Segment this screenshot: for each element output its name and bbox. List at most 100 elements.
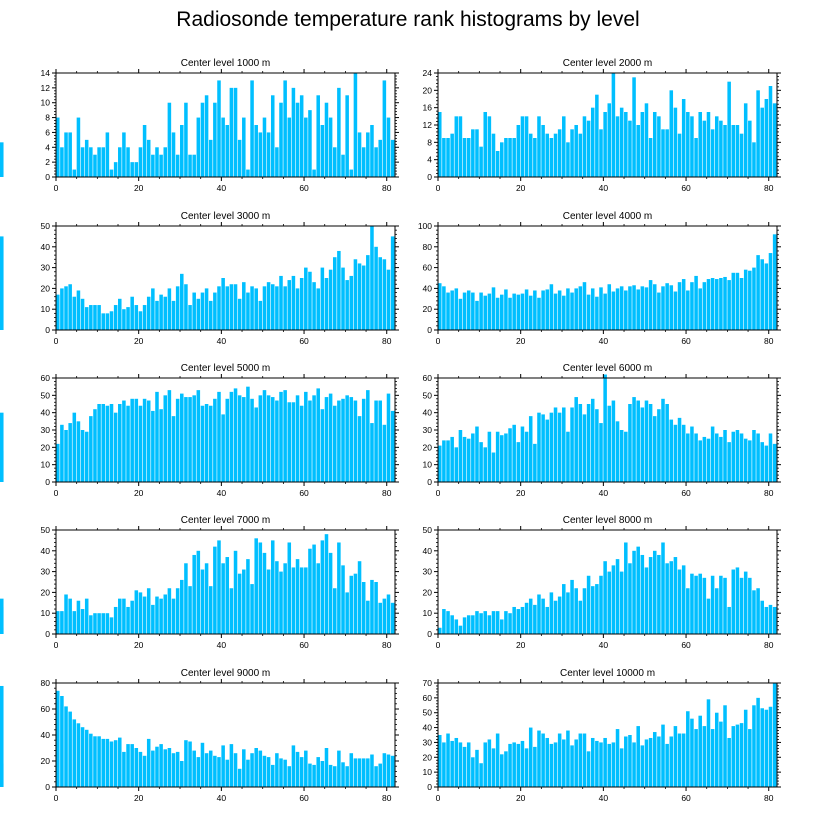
histogram-bar: [566, 730, 570, 787]
histogram-bar: [748, 729, 752, 787]
histogram-bar: [324, 397, 329, 482]
histogram-bar: [84, 431, 89, 482]
histogram-bar: [574, 739, 578, 787]
histogram-bar: [275, 400, 279, 482]
histogram-bar: [632, 77, 636, 177]
histogram-bar: [438, 445, 442, 482]
histogram-bar: [308, 110, 312, 177]
histogram-bar: [636, 125, 640, 177]
histogram-bar: [590, 107, 595, 177]
histogram-bar: [184, 102, 188, 177]
histogram-bar: [254, 407, 258, 482]
histogram-bar: [595, 409, 599, 482]
histogram-bar: [760, 708, 764, 787]
histogram-bar: [557, 129, 562, 177]
histogram-bar: [756, 90, 760, 177]
histogram-bar: [619, 286, 624, 330]
histogram-bar: [221, 745, 225, 787]
histogram-bar: [772, 606, 777, 634]
histogram-bar: [291, 275, 296, 330]
histogram-bar: [475, 426, 479, 482]
histogram-bar: [479, 292, 483, 330]
histogram-bar: [192, 750, 196, 787]
histogram-bar: [500, 294, 504, 330]
histogram-bar: [345, 395, 349, 482]
histogram-bar: [163, 147, 168, 177]
histogram-bar: [167, 102, 172, 177]
histogram-bar: [304, 117, 308, 177]
histogram-bar: [764, 99, 769, 177]
histogram-bar: [175, 751, 180, 787]
histogram-bar: [361, 265, 366, 330]
histogram-bar: [113, 740, 118, 787]
histogram-bar: [266, 569, 271, 634]
histogram-bar: [772, 103, 777, 177]
histogram-bar: [155, 300, 159, 330]
histogram-bar: [270, 284, 275, 330]
histogram-bar: [250, 398, 254, 482]
histogram-bar: [328, 552, 333, 634]
x-tick-label: 40: [217, 640, 227, 650]
histogram-bar: [541, 598, 545, 634]
histogram-bar: [122, 751, 126, 787]
histogram-bar: [495, 297, 500, 330]
histogram-bar: [390, 410, 395, 482]
histogram-bar: [105, 738, 110, 787]
histogram-bar: [208, 750, 213, 787]
histogram-bar: [549, 743, 554, 787]
histogram-bar: [731, 272, 736, 330]
histogram-bar: [196, 117, 201, 177]
histogram-bar: [760, 259, 764, 330]
histogram-bar: [366, 390, 370, 482]
x-tick-label: 60: [681, 488, 691, 498]
x-tick-label: 40: [599, 336, 609, 346]
y-tick-label: 0: [427, 629, 432, 639]
y-tick-label: 30: [41, 425, 51, 435]
histogram-bar: [677, 569, 682, 634]
histogram-bar: [200, 102, 205, 177]
histogram-bar: [686, 112, 690, 177]
histogram-bar: [279, 758, 283, 787]
histogram-bar: [134, 748, 139, 787]
histogram-bar: [690, 573, 694, 634]
histogram-bar: [466, 742, 471, 787]
histogram-bar: [487, 431, 492, 482]
histogram-bar: [291, 87, 296, 177]
histogram-bar: [378, 257, 382, 330]
histogram-bar: [648, 404, 653, 482]
histogram-bar: [159, 294, 163, 330]
histogram-bar: [163, 594, 168, 634]
histogram-bar: [595, 584, 599, 634]
histogram-bar: [624, 431, 628, 482]
histogram-bar: [93, 305, 97, 330]
histogram-bar: [756, 433, 760, 482]
histogram-bar: [130, 744, 134, 787]
histogram-bar: [270, 764, 275, 787]
histogram-bar: [64, 132, 68, 177]
histogram-bar: [262, 552, 267, 634]
histogram-bar: [748, 270, 752, 330]
histogram-bar: [180, 761, 184, 787]
chart-panel-8: Center level 8000 m 0 10 20 30 40 50 0 20 40 60 80: [0, 515, 781, 650]
histogram-bar: [130, 398, 134, 482]
histogram-bar: [126, 307, 130, 330]
histogram-bar: [628, 735, 632, 787]
histogram-bar: [438, 283, 442, 330]
histogram-bar: [632, 285, 636, 330]
histogram-bar: [495, 431, 500, 482]
histogram-bar: [516, 294, 521, 330]
histogram-bar: [109, 741, 114, 787]
histogram-bar: [533, 443, 537, 482]
histogram-bar: [287, 280, 292, 330]
histogram-bar: [291, 402, 296, 482]
histogram-bar: [673, 424, 678, 482]
histogram-bar: [528, 598, 533, 634]
histogram-bar: [332, 147, 337, 177]
y-tick-label: 80: [41, 678, 51, 688]
histogram-bar: [308, 400, 312, 482]
histogram-bar: [213, 398, 217, 482]
histogram-bar: [462, 617, 467, 634]
histogram-bar: [266, 282, 271, 330]
histogram-bar: [84, 307, 89, 330]
histogram-bar: [706, 438, 711, 482]
